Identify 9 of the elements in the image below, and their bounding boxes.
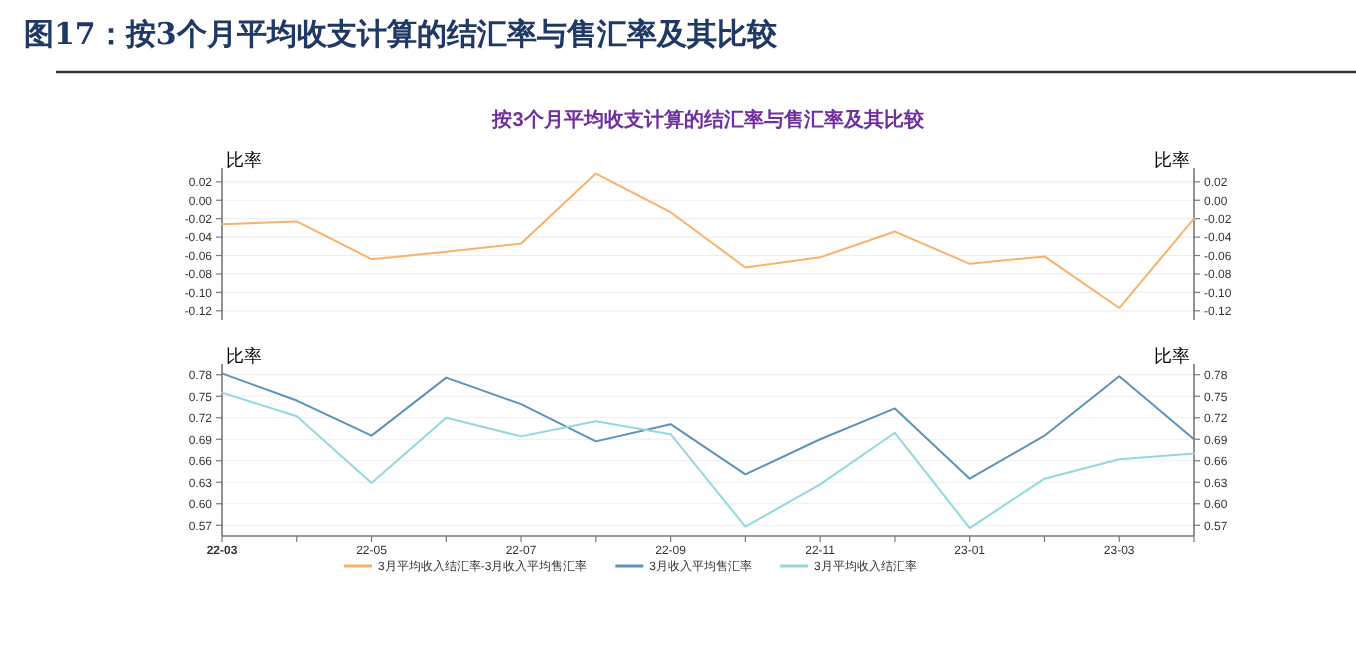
y2-axis-title: 比率 (1154, 346, 1190, 366)
y-axis-title: 比率 (226, 150, 262, 170)
chart-subtitle: 按3个月平均收支计算的结汇率与售汇率及其比较 (490, 108, 926, 132)
line-series (221, 172, 1195, 310)
y-axis-title: 比率 (226, 346, 262, 366)
chart-title: 图17：按3个月平均收支计算的结汇率与售汇率及其比较 (24, 16, 779, 52)
line-series (221, 372, 1195, 480)
line-series (221, 391, 1195, 530)
y2-axis-title: 比率 (1154, 150, 1190, 170)
